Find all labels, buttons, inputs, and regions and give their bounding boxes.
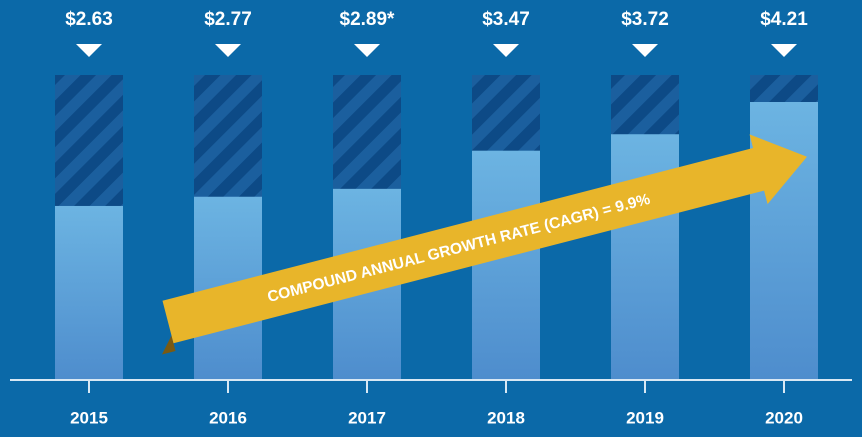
value-label: $4.21 — [760, 9, 808, 30]
x-tick-label: 2017 — [348, 408, 386, 427]
value-label: $3.47 — [482, 9, 530, 30]
x-tick-label: 2018 — [487, 408, 525, 427]
x-tick-label: 2019 — [626, 408, 664, 427]
value-pointer — [215, 44, 241, 57]
banner-text: COMPOUND ANNUAL GROWTH RATE (CAGR) = 9.9… — [266, 191, 652, 306]
ticks: 2015 $2.63 2016 $2.77 2017 $2.89* 2018 $3.47 201… — [65, 9, 808, 427]
value-label: $2.77 — [204, 9, 252, 30]
value-pointer — [632, 44, 658, 57]
banner-fold — [161, 335, 176, 355]
value-label: $2.63 — [65, 9, 113, 30]
value-pointer — [771, 44, 797, 57]
x-tick-label: 2015 — [70, 408, 108, 427]
bars — [55, 75, 818, 379]
value-label: $3.72 — [621, 9, 669, 30]
value-pointer — [493, 44, 519, 57]
value-label: $2.89* — [340, 9, 396, 30]
value-pointer — [76, 44, 102, 57]
banner-arrow — [162, 134, 807, 344]
value-pointer — [354, 44, 380, 57]
x-tick-label: 2016 — [209, 408, 247, 427]
bar — [55, 205, 123, 379]
x-tick-label: 2020 — [765, 408, 803, 427]
bar — [472, 150, 540, 379]
